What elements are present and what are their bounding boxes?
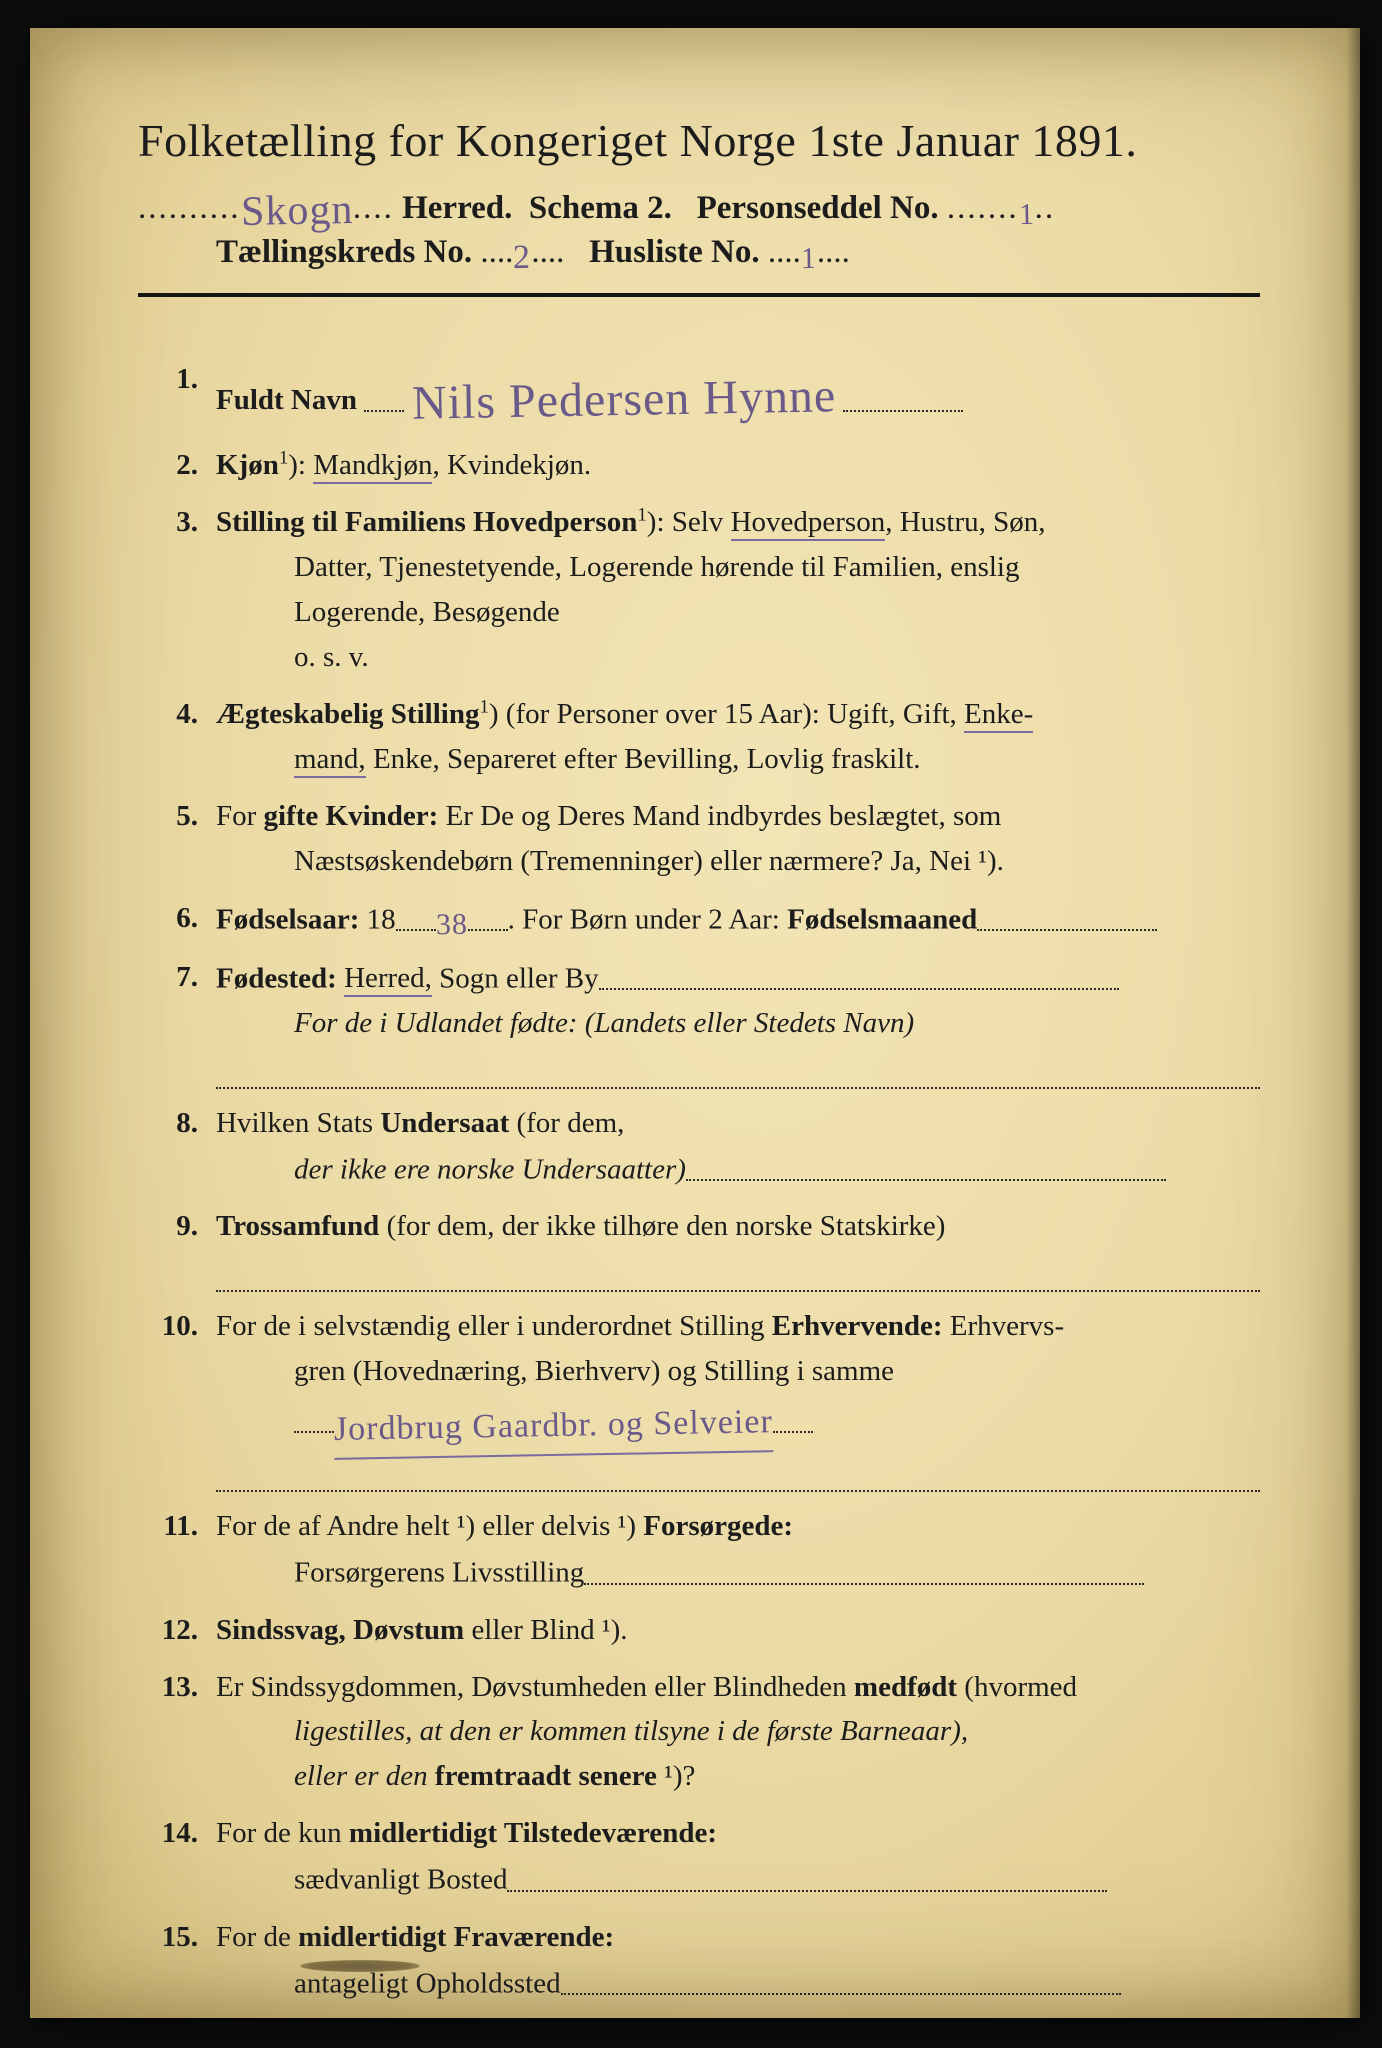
q8-l2: der ikke ere norske Undersaatter) [294,1153,686,1185]
q6-label: Fødselsaar: [216,903,359,935]
page-title: Folketælling for Kongeriget Norge 1ste J… [138,114,1260,167]
q5-l1: Er De og Deres Mand indbyrdes beslægtet,… [438,800,1001,832]
tkreds-no: 2 [513,239,532,277]
q10-l2: gren (Hovednæring, Bierhverv) og Stillin… [294,1349,1260,1394]
q15-label: midlertidigt Fraværende: [298,1921,614,1953]
q9-blank [216,1255,1260,1292]
schema-label: Schema 2. [529,190,672,226]
herred-label: Herred. [402,190,512,226]
q4-l2b: Enke, Separeret efter Bevilling, Lovlig … [366,743,921,775]
q13-l3b: ¹)? [657,1760,695,1792]
q11-l1a: For de af Andre helt ¹) eller delvis ¹) [216,1510,643,1542]
q7-text: Sogn eller By [432,962,599,994]
q10-l1b: Erhvervs- [943,1310,1065,1342]
herred-handwritten: Skogn [240,186,353,236]
q13-l1b: (hvormed [957,1671,1077,1703]
q10: For de i selvstændig eller i underordnet… [138,1304,1260,1492]
q13: Er Sindssygdommen, Døvstumheden eller Bl… [138,1665,1260,1800]
q12: Sindssvag, Døvstum eller Blind ¹). [138,1608,1260,1653]
q6-label2: Fødselsmaaned [787,903,977,935]
header-line-1: ..........Skogn.... Herred. Schema 2. Pe… [138,181,1260,229]
q4-l1: (for Personer over 15 Aar): Ugift, Gift, [499,698,965,730]
q6-yp: 18 [359,903,395,935]
personseddel-label: Personseddel No. [697,190,939,226]
scan-frame: Folketælling for Kongeriget Norge 1ste J… [0,0,1382,2048]
q6-year: 38 [435,902,468,949]
q8-label: Undersaat [380,1107,509,1139]
q9-text: (for dem, der ikke tilhøre den norske St… [379,1210,945,1242]
q12-text: eller Blind ¹). [464,1614,627,1646]
q3: Stilling til Familiens Hovedperson1): Se… [138,500,1260,680]
q14-label: midlertidigt Tilstedeværende: [349,1817,717,1849]
q9-label: Trossamfund [216,1210,379,1242]
q7-underlined: Herred, [344,962,432,997]
tkreds-label: Tællingskreds No. [216,234,472,270]
husliste-label: Husliste No. [589,234,760,270]
personseddel-no: 1 [1018,198,1035,232]
q3-underlined: Hovedperson [731,506,886,541]
q2-underlined: Mandkjøn [313,449,432,484]
q5-label: gifte Kvinder: [264,800,439,832]
q1-value: Nils Pedersen Hynne [411,359,836,441]
q8-l1a: Hvilken Stats [216,1107,380,1139]
q15: For de midlertidigt Fraværende: antageli… [138,1915,1260,2006]
q3-l4: o. s. v. [294,635,1260,680]
binding-hole [300,1960,420,1972]
q10-l1a: For de i selvstændig eller i underordnet… [216,1310,772,1342]
husliste-no: 1 [801,242,818,276]
q5-pre: For [216,800,264,832]
q7: Fødested: Herred, Sogn eller By For de i… [138,955,1260,1089]
q4-label: Ægteskabelig Stilling [216,698,479,730]
q9: Trossamfund (for dem, der ikke tilhøre d… [138,1204,1260,1292]
q13-label: medfødt [854,1671,957,1703]
q3-l1a: : Selv [656,506,730,538]
q7-label: Fødested: [216,962,337,994]
q14-l2: sædvanligt Bosted [294,1864,507,1896]
q1-label: Fuldt Navn [216,384,357,416]
q10-hand: Jordbrug Gaardbr. og Selveier [334,1396,774,1459]
q8: Hvilken Stats Undersaat (for dem, der ik… [138,1101,1260,1192]
q10-blank [216,1455,1260,1492]
census-form-paper: Folketælling for Kongeriget Norge 1ste J… [30,28,1360,2018]
q14: For de kun midlertidigt Tilstedeværende:… [138,1811,1260,1902]
q1: Fuldt Navn Nils Pedersen Hynne [138,357,1260,431]
q6-rest: . For Børn under 2 Aar: [508,903,788,935]
q14-l1a: For de kun [216,1817,349,1849]
q15-l2: antageligt Opholdssted [294,1967,561,1999]
q5: For gifte Kvinder: Er De og Deres Mand i… [138,794,1260,884]
q10-label: Erhvervende: [772,1310,943,1342]
q11: For de af Andre helt ¹) eller delvis ¹) … [138,1504,1260,1595]
q13-l2: ligestilles, at den er kommen tilsyne i … [294,1715,968,1747]
q12-label: Sindssvag, Døvstum [216,1614,464,1646]
header-line-2: Tællingskreds No. ....2.... Husliste No.… [216,233,1260,271]
q2-label: Kjøn [216,449,279,481]
q4: Ægteskabelig Stilling1) (for Personer ov… [138,692,1260,782]
q4-underlined: Enke- [964,698,1033,733]
q3-l2: Datter, Tjenestetyende, Logerende hørend… [294,545,1260,590]
q13-l1a: Er Sindssygdommen, Døvstumheden eller Bl… [216,1671,854,1703]
q7-blank [216,1052,1260,1089]
q11-l2: Forsørgerens Livsstilling [294,1557,584,1589]
q6: Fødselsaar: 1838. For Børn under 2 Aar: … [138,896,1260,943]
divider-top [138,293,1260,297]
q7-l2: For de i Udlandet fødte: (Landets eller … [294,1007,914,1039]
q3-l1b: , Hustru, Søn, [885,506,1045,538]
q5-l2: Næstsøskendebørn (Tremenninger) eller næ… [294,839,1260,884]
q3-label: Stilling til Familiens Hovedperson [216,506,637,538]
question-list: Fuldt Navn Nils Pedersen Hynne Kjøn1): M… [138,357,1260,2006]
q15-l1a: For de [216,1921,298,1953]
q8-l1b: (for dem, [509,1107,624,1139]
q13-label2: fremtraadt senere [435,1760,657,1792]
q13-l3a: eller er den [294,1760,435,1792]
q3-l3: Logerende, Besøgende [294,590,1260,635]
q11-label: Forsørgede: [643,1510,793,1542]
q4-l2a: mand, [294,743,366,778]
q2: Kjøn1): Mandkjøn, Kvindekjøn. [138,443,1260,488]
